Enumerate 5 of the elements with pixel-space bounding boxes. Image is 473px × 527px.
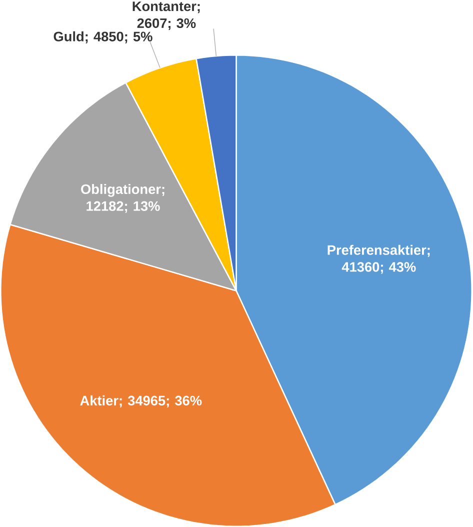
slice-label: Kontanter; 2607; 3% — [133, 2, 200, 30]
slice-label: Preferensaktier; 41360; 43% — [328, 244, 430, 274]
slice-label: Obligationer; 12182; 13% — [81, 184, 164, 213]
slice-label: Guld; 4850; 5% — [54, 31, 153, 44]
slice-label: Aktier; 34965; 36% — [80, 395, 202, 408]
